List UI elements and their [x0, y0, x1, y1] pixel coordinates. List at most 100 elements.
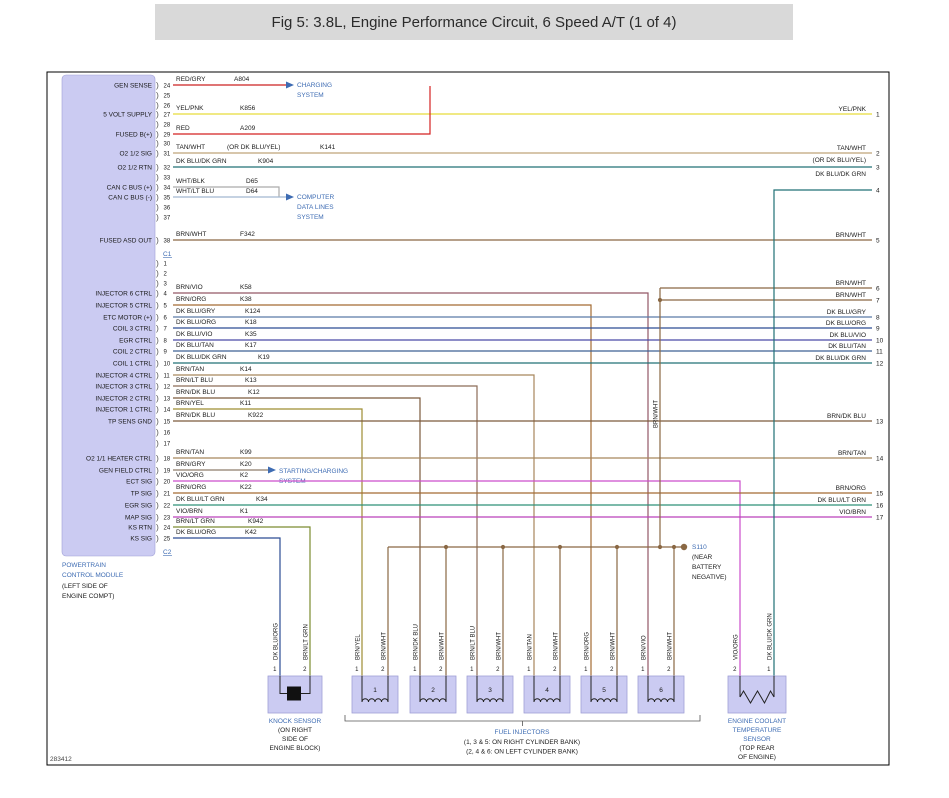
pcm-pin-bracket: ) [156, 358, 159, 368]
pcm-pin-number-c1-34: 34 [164, 186, 171, 192]
pcm-pin-number-c1-30: 30 [164, 142, 171, 148]
splice-s110-location: NEGATIVE) [692, 574, 727, 581]
wire-dk-blu-org-k42 [173, 537, 281, 676]
wire-brn-yel-k11-circuit-code: K11 [240, 400, 251, 407]
figure-title: Fig 5: 3.8L, Engine Performance Circuit,… [271, 13, 677, 31]
wire-dk-blu-tan-k17-right-label: DK BLU/TAN [828, 343, 866, 350]
pcm-pin-bracket: ) [156, 119, 159, 129]
pcm-pin-number-c1-26: 26 [164, 104, 171, 110]
wire-dk-blu-gry-k124-page-ref: 8 [876, 315, 880, 322]
wire-vlabel-brn-wht: BRN/WHT [668, 632, 674, 660]
wire-dk-blu-dk-grn-page-ref: 4 [876, 188, 880, 195]
wire-brn-wht-f342-label: BRN/WHT [176, 231, 206, 238]
component-pin-number: 2 [496, 667, 500, 673]
wire-yel-pnk-k856-page-ref: 1 [876, 112, 880, 119]
knock-sensor-lead [301, 676, 311, 694]
injector-box-1 [351, 675, 399, 714]
injector-coil-symbol [590, 698, 618, 703]
pcm-pin-number-c2-17: 17 [164, 442, 171, 448]
wire-vlabel-brn-vio: BRN/VIO [642, 635, 648, 660]
injector-number-5: 5 [602, 687, 606, 694]
wire-dk-blu-gry-k124-label: DK BLU/GRY [176, 308, 216, 315]
pcm-pin-number-c2-21: 21 [164, 492, 171, 498]
wire-dk-blu-org-k18-label: DK BLU/ORG [176, 319, 216, 326]
wire-wht-lt-blu-d64-arrow-icon [286, 193, 294, 201]
wire-brn-tan-k99-circuit-code: K99 [240, 449, 252, 456]
wire-brn-lt-grn-k942 [173, 526, 311, 676]
wire-dk-blu-vio-k35-label: DK BLU/VIO [176, 331, 212, 338]
wire-dk-blu-dk-grn-k19-circuit-code: K19 [258, 354, 270, 361]
wire-brn-tan-k99-label: BRN/TAN [176, 449, 204, 456]
pcm-pin-number-c2-2: 2 [164, 272, 168, 278]
wire-dk-blu-org-k18-right-label: DK BLU/ORG [826, 320, 866, 327]
pcm-pin-number-c1-33: 33 [164, 176, 171, 182]
wire-vio-brn-k1-label: VIO/BRN [176, 508, 203, 515]
wire-wht-blk-d65-label: WHT/BLK [176, 178, 206, 185]
injector-box-5 [580, 675, 628, 714]
pcm-pin-number-c2-6: 6 [164, 316, 168, 322]
pcm-pin-label-gen-field-ctrl: GEN FIELD CTRL [99, 468, 152, 475]
wire-yel-pnk-k856-label: YEL/PNK [176, 105, 204, 112]
system-reference: COMPUTER [297, 194, 335, 201]
wire-vlabel-dk-blu-dk-grn: DK BLU/DK GRN [768, 613, 774, 660]
pcm-pin-bracket: ) [156, 90, 159, 100]
wire-tan-wht-k141-alt-label: (OR DK BLU/YEL) [227, 144, 280, 151]
pcm-pin-bracket: ) [156, 346, 159, 356]
wire-brn-org-k22-page-ref: 15 [876, 491, 884, 498]
pcm-pin-number-c2-15: 15 [164, 420, 171, 426]
pcm-pin-number-c2-16: 16 [164, 431, 171, 437]
pcm-pin-number-c2-3: 3 [164, 282, 168, 288]
component-pin-number: 1 [470, 667, 474, 673]
pcm-pin-number-c2-8: 8 [164, 339, 168, 345]
pcm-pin-number-c1-31: 31 [164, 152, 171, 158]
wire-tan-wht-k141-right-sublabel: (OR DK BLU/YEL) [813, 157, 866, 164]
pcm-pin-label-coil-1-ctrl: COIL 1 CTRL [113, 361, 153, 368]
pcm-pin-number-c2-23: 23 [164, 516, 171, 522]
component-pin-number: 1 [641, 667, 645, 673]
component-pin-number: 1 [273, 667, 277, 673]
pcm-connector-c1: C1 [163, 251, 172, 258]
injector-box-2 [409, 675, 457, 714]
injector-coil-symbol [647, 698, 675, 703]
wire-brn-wht-right-label: BRN/WHT [836, 292, 866, 299]
pcm-pin-bracket: ) [156, 202, 159, 212]
pcm-pin-bracket: ) [156, 212, 159, 222]
wire-brn-wht-vertical-label: BRN/WHT [654, 400, 660, 428]
pcm-pin-bracket: ) [156, 465, 159, 475]
pcm-pin-bracket: ) [156, 512, 159, 522]
pcm-pin-bracket: ) [156, 182, 159, 192]
pcm-pin-bracket: ) [156, 381, 159, 391]
ect-sensor-location: OF ENGINE) [738, 754, 776, 761]
pcm-pin-label-egr-sig: EGR SIG [125, 503, 152, 510]
pcm-pin-bracket: ) [156, 393, 159, 403]
wire-dk-blu-dk-grn-k904-page-ref: 3 [876, 165, 880, 172]
wire-dk-blu-org-k42-circuit-code: K42 [245, 529, 257, 536]
wire-dk-blu-dk-grn-k19-right-label: DK BLU/DK GRN [815, 355, 866, 362]
wire-dk-blu-org-k18-circuit-code: K18 [245, 319, 257, 326]
wire-brn-lt-blu-k13-circuit-code: K13 [245, 377, 257, 384]
pcm-pin-label-tp-sens-gnd: TP SENS GND [108, 419, 152, 426]
wire-dk-blu-org-k42-label: DK BLU/ORG [176, 529, 216, 536]
wire-brn-lt-blu-k13 [173, 385, 478, 676]
pcm-pin-label-can-c-bus: CAN C BUS (-) [108, 195, 152, 202]
pcm-pin-bracket: ) [156, 172, 159, 182]
wire-vlabel-brn-wht: BRN/WHT [440, 632, 446, 660]
pcm-pin-bracket: ) [156, 323, 159, 333]
pcm-pin-bracket: ) [156, 100, 159, 110]
pcm-pin-bracket: ) [156, 438, 159, 448]
wire-tan-wht-k141-label: TAN/WHT [176, 144, 205, 151]
wire-brn-dk-blu-k922-page-ref: 13 [876, 419, 884, 426]
ect-sensor-box [727, 675, 787, 714]
wire-brn-lt-grn-k942-label: BRN/LT GRN [176, 518, 215, 525]
pcm-pin-number-c1-35: 35 [164, 196, 171, 202]
pcm-pin-number-c2-14: 14 [164, 408, 171, 414]
fuel-injectors-location: (2, 4 & 6: ON LEFT CYLINDER BANK) [466, 749, 578, 756]
pcm-pin-label-o2-1-2-sig: O2 1/2 SIG [119, 151, 152, 158]
pcm-pin-bracket: ) [156, 235, 159, 245]
injector-number-3: 3 [488, 687, 492, 694]
wire-brn-org-k38 [173, 304, 592, 676]
knock-sensor-location: (ON RIGHT [278, 727, 312, 734]
knock-sensor-name: KNOCK SENSOR [269, 718, 322, 725]
pcm-pin-bracket: ) [156, 533, 159, 543]
injector-coil-symbol [419, 698, 447, 703]
